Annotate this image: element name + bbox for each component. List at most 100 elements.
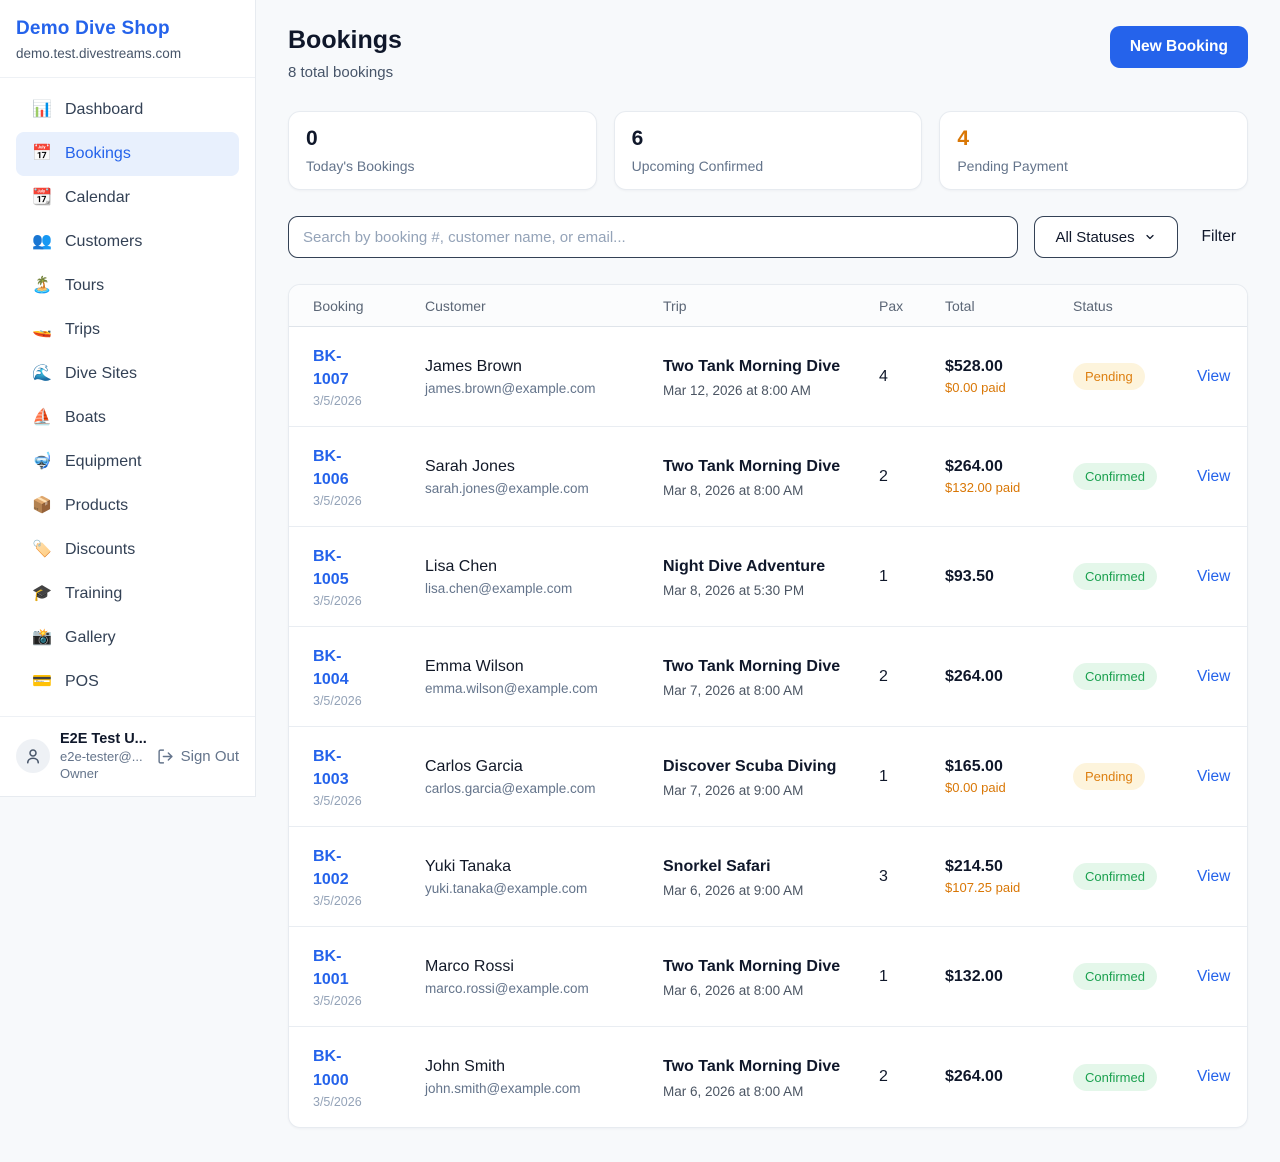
boats-icon: ⛵	[32, 409, 52, 426]
booking-date: 3/5/2026	[313, 994, 362, 1009]
booking-id-link[interactable]: BK-1001	[313, 947, 349, 988]
pax-count: 1	[879, 567, 888, 585]
search-input[interactable]	[288, 216, 1018, 258]
total-amount: $264.00	[945, 1068, 1003, 1085]
trip-name: Two Tank Morning Dive	[663, 957, 841, 975]
user-email: e2e-tester@...	[60, 748, 143, 764]
filter-button[interactable]: Filter	[1190, 220, 1248, 254]
user-role: Owner	[60, 765, 99, 781]
paid-amount: $0.00 paid	[945, 380, 1006, 395]
sidebar-item-bookings[interactable]: 📅 Bookings	[16, 132, 239, 176]
table-row: BK-1005 3/5/2026 Lisa Chen lisa.chen@exa…	[289, 527, 1247, 627]
booking-id-link[interactable]: BK-1006	[313, 447, 349, 488]
booking-id-link[interactable]: BK-1002	[313, 847, 349, 888]
page-title: Bookings	[288, 26, 402, 54]
column-header-total: Total	[945, 297, 975, 314]
sidebar-item-products[interactable]: 📦 Products	[32, 497, 129, 514]
page-header: Bookings 8 total bookings New Booking	[288, 26, 1248, 81]
status-badge: Pending	[1073, 763, 1145, 790]
status-filter-select[interactable]: All Statuses	[1033, 216, 1178, 258]
booking-id-link[interactable]: BK-1004	[313, 647, 349, 688]
discounts-icon: 🏷️	[32, 541, 52, 558]
booking-date: 3/5/2026	[313, 1094, 362, 1109]
dive-sites-icon: 🌊	[32, 365, 52, 382]
booking-id-link[interactable]: BK-1000	[313, 1048, 349, 1089]
customer-email: lisa.chen@example.com	[425, 580, 573, 596]
customer-email: sarah.jones@example.com	[425, 480, 589, 496]
sidebar-item-tours[interactable]: 🏝️ Tours	[32, 277, 105, 294]
stats-row: 0 Today's Bookings 6 Upcoming Confirmed …	[288, 111, 1248, 190]
user-meta: E2E Test U... e2e-tester@... Owner	[60, 730, 147, 783]
customer-name: Marco Rossi	[425, 957, 514, 975]
view-link[interactable]: View	[1197, 1068, 1231, 1085]
column-header-customer: Customer	[425, 297, 486, 314]
customer-email: john.smith@example.com	[425, 1081, 581, 1096]
training-icon: 🎓	[32, 585, 52, 602]
sidebar-item-boats[interactable]: ⛵ Boats	[32, 409, 106, 426]
customer-name: Carlos Garcia	[425, 757, 523, 775]
sidebar-item-training[interactable]: 🎓 Training	[32, 585, 123, 602]
table-row: BK-1003 3/5/2026 Carlos Garcia carlos.ga…	[289, 727, 1247, 827]
booking-date: 3/5/2026	[313, 594, 362, 609]
status-badge: Confirmed	[1073, 863, 1157, 890]
booking-id-link[interactable]: BK-1003	[313, 747, 349, 788]
trip-name: Snorkel Safari	[663, 857, 771, 875]
status-badge: Confirmed	[1073, 663, 1157, 690]
shop-name[interactable]: Demo Dive Shop	[16, 18, 170, 39]
sidebar-item-dive-sites[interactable]: 🌊 Dive Sites	[32, 365, 138, 382]
view-link[interactable]: View	[1197, 567, 1231, 585]
sidebar-item-pos[interactable]: 💳 POS	[32, 673, 99, 690]
main-content: Bookings 8 total bookings New Booking 0 …	[256, 0, 1280, 1148]
table-row: BK-1006 3/5/2026 Sarah Jones sarah.jones…	[289, 427, 1247, 527]
stat-label: Pending Payment	[957, 158, 1068, 174]
booking-date: 3/5/2026	[313, 794, 362, 809]
trip-datetime: Mar 6, 2026 at 9:00 AM	[663, 883, 804, 899]
trip-name: Two Tank Morning Dive	[663, 457, 841, 475]
stat-value: 0	[306, 127, 318, 150]
view-link[interactable]: View	[1197, 467, 1231, 485]
table-row: BK-1001 3/5/2026 Marco Rossi marco.rossi…	[289, 927, 1247, 1027]
column-header-booking: Booking	[313, 297, 364, 314]
log-out-icon	[157, 748, 174, 765]
total-amount: $264.00	[945, 667, 1003, 685]
column-header-status: Status	[1073, 297, 1113, 314]
sidebar-user: E2E Test U... e2e-tester@... Owner Sign …	[0, 716, 255, 796]
sign-out-button[interactable]: Sign Out	[157, 748, 239, 765]
view-link[interactable]: View	[1197, 367, 1231, 385]
trip-datetime: Mar 8, 2026 at 5:30 PM	[663, 583, 805, 599]
trip-datetime: Mar 7, 2026 at 9:00 AM	[663, 783, 804, 799]
customer-email: carlos.garcia@example.com	[425, 780, 596, 796]
sidebar: Demo Dive Shop demo.test.divestreams.com…	[0, 0, 256, 797]
sign-out-label: Sign Out	[180, 747, 239, 765]
trip-datetime: Mar 6, 2026 at 8:00 AM	[663, 983, 804, 999]
column-header-pax: Pax	[879, 297, 904, 314]
pax-count: 3	[879, 867, 888, 885]
status-badge: Confirmed	[1073, 963, 1157, 990]
sidebar-item-gallery[interactable]: 📸 Gallery	[32, 629, 116, 646]
sidebar-item-dashboard[interactable]: 📊 Dashboard	[32, 101, 144, 118]
new-booking-button[interactable]: New Booking	[1109, 26, 1248, 68]
view-link[interactable]: View	[1197, 767, 1231, 785]
view-link[interactable]: View	[1197, 967, 1231, 985]
trip-name: Night Dive Adventure	[663, 557, 826, 575]
pax-count: 4	[879, 367, 888, 385]
view-link[interactable]: View	[1197, 867, 1231, 885]
trip-name: Two Tank Morning Dive	[663, 657, 841, 675]
sidebar-item-equipment[interactable]: 🤿 Equipment	[32, 453, 142, 470]
status-filter-value: All Statuses	[1055, 228, 1135, 246]
booking-id-link[interactable]: BK-1005	[313, 547, 349, 588]
sidebar-item-trips[interactable]: 🚤 Trips	[32, 321, 100, 338]
view-link[interactable]: View	[1197, 667, 1231, 685]
pax-count: 1	[879, 967, 888, 985]
booking-id-link[interactable]: BK-1007	[313, 347, 349, 388]
sidebar-item-customers[interactable]: 👥 Customers	[32, 233, 143, 250]
sidebar-item-discounts[interactable]: 🏷️ Discounts	[32, 541, 136, 558]
page-subtitle: 8 total bookings	[288, 64, 394, 81]
customer-email: marco.rossi@example.com	[425, 980, 589, 996]
table-body: BK-1007 3/5/2026 James Brown james.brown…	[289, 327, 1247, 1127]
customer-email: emma.wilson@example.com	[425, 680, 598, 696]
booking-date: 3/5/2026	[313, 694, 362, 709]
booking-date: 3/5/2026	[313, 494, 362, 509]
customer-name: John Smith	[425, 1058, 506, 1075]
sidebar-item-calendar[interactable]: 📆 Calendar	[32, 189, 130, 206]
